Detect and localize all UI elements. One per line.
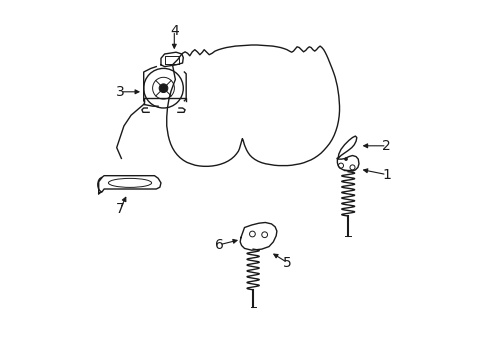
Text: 7: 7 — [116, 202, 124, 216]
Circle shape — [159, 84, 167, 93]
Text: 6: 6 — [214, 238, 224, 252]
Circle shape — [344, 158, 347, 161]
Text: 5: 5 — [283, 256, 291, 270]
Text: 4: 4 — [169, 24, 178, 37]
Text: 1: 1 — [382, 168, 390, 181]
Text: 3: 3 — [116, 85, 124, 99]
Text: 2: 2 — [382, 139, 390, 153]
